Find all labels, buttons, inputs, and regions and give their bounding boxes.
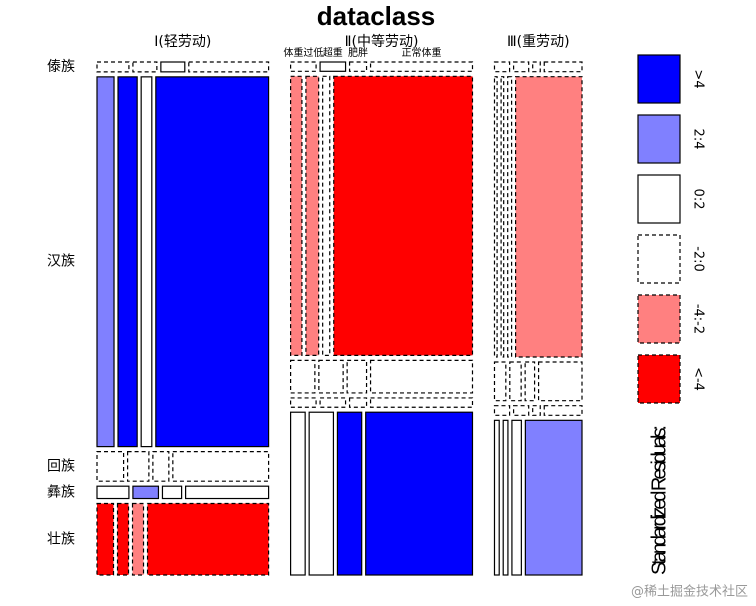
mosaic-tile: [369, 397, 474, 408]
mosaic-tile: [289, 75, 303, 356]
mosaic-tile: [532, 61, 541, 73]
watermark: @稀土掘金技术社区: [631, 584, 748, 600]
mosaic-tile: [369, 359, 474, 394]
legend-title: Standardized Residuals:: [648, 425, 670, 575]
mosaic-tile: [188, 61, 270, 73]
mosaic-tile: [493, 419, 500, 576]
mosaic-tile: [502, 419, 509, 576]
mosaic-tile: [532, 405, 541, 416]
mosaic-tile: [140, 76, 153, 448]
mosaic-tile: [346, 359, 368, 394]
mosaic-tile: [185, 485, 270, 500]
row-label: 傣族: [47, 59, 75, 75]
mosaic-tile: [289, 397, 317, 408]
legend-swatch: [637, 54, 681, 104]
mosaic-tile: [116, 502, 130, 576]
mosaic-tile: [336, 411, 363, 576]
mosaic-tile: [308, 411, 335, 576]
row-label: 壮族: [47, 531, 75, 547]
mosaic-tile: [348, 61, 368, 72]
mosaic-tile: [509, 361, 522, 402]
legend-label: >4: [691, 69, 706, 88]
mosaic-tile: [289, 61, 317, 72]
tile-label: 肥胖: [348, 47, 368, 59]
mosaic-tile: [500, 76, 505, 358]
mosaic-tile: [289, 359, 316, 394]
mosaic-tile: [126, 451, 150, 482]
mosaic-tile: [524, 419, 583, 576]
mosaic-tile: [524, 361, 536, 402]
column-label: Ⅲ(重劳动): [507, 34, 570, 50]
legend-swatch: [637, 174, 681, 224]
mosaic-tile: [146, 502, 270, 576]
mosaic-tile: [493, 76, 498, 358]
mosaic-tile: [96, 451, 125, 482]
mosaic-tile: [348, 397, 368, 408]
row-label: 汉族: [47, 254, 75, 270]
mosaic-tile: [322, 75, 331, 356]
mosaic-tile: [160, 61, 186, 73]
row-label: 彝族: [47, 484, 75, 500]
mosaic-tile: [96, 485, 130, 500]
legend-label: 0:2: [691, 189, 706, 210]
mosaic-tile: [537, 361, 583, 402]
tile-label: 体重过低: [283, 46, 323, 59]
legend-swatch: [637, 354, 681, 404]
tile-label: 超重: [323, 46, 343, 59]
mosaic-tile: [305, 75, 320, 356]
legend-swatch: [637, 234, 681, 284]
mosaic-tile: [319, 61, 347, 72]
mosaic-tile: [543, 61, 583, 73]
legend-label: -4:-2: [691, 304, 706, 334]
mosaic-tile: [152, 451, 170, 482]
mosaic-tile: [319, 397, 347, 408]
mosaic-tile: [365, 411, 474, 576]
legend-swatch: [637, 114, 681, 164]
mosaic-tile: [507, 76, 513, 358]
mosaic-tile: [493, 405, 511, 416]
mosaic-tile: [333, 75, 474, 356]
mosaic-tile: [512, 405, 530, 416]
mosaic-tile: [117, 76, 138, 448]
legend-swatch: [637, 294, 681, 344]
tile-label: 正常体重: [402, 46, 442, 59]
mosaic-tile: [96, 61, 130, 73]
mosaic-tile: [493, 61, 511, 73]
row-label: 回族: [47, 458, 75, 474]
mosaic-tile: [369, 61, 474, 72]
mosaic-tile: [515, 76, 583, 358]
mosaic-tile: [131, 502, 145, 576]
mosaic-tile: [132, 61, 158, 73]
column-label: Ⅱ(中等劳动): [345, 33, 419, 50]
mosaic-tile: [543, 405, 583, 416]
legend-label: 2:4: [691, 129, 706, 150]
mosaic-tile: [493, 361, 507, 402]
mosaic-tile: [289, 411, 306, 576]
mosaic-tile: [512, 61, 530, 73]
mosaic-tile: [511, 419, 522, 576]
legend-label: <-4: [691, 367, 706, 391]
mosaic-tile: [96, 76, 115, 448]
column-label: Ⅰ(轻劳动): [154, 34, 211, 50]
mosaic-tile: [318, 359, 344, 394]
mosaic-tile: [155, 76, 270, 448]
mosaic-tile: [96, 502, 115, 576]
chart-title: dataclass: [317, 1, 436, 31]
mosaic-tile: [172, 451, 270, 482]
mosaic-tile: [161, 485, 183, 500]
mosaic-tile: [132, 485, 160, 500]
legend-label: -2:0: [691, 246, 706, 272]
